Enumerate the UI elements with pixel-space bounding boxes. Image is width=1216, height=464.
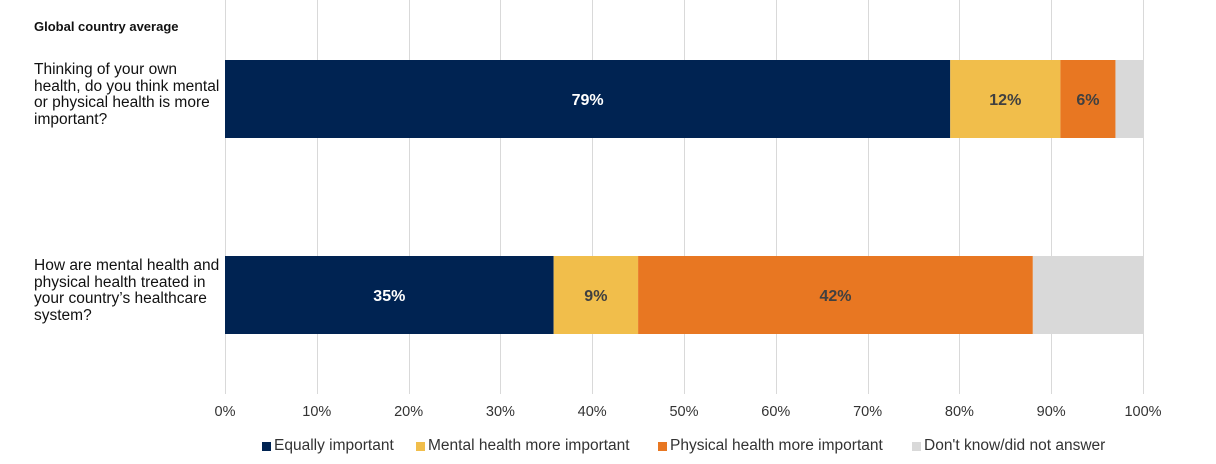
- question-label-1: Thinking of your own health, do you thin…: [34, 61, 220, 128]
- tick-label-90: 90%: [1037, 404, 1066, 420]
- tick-label-10: 10%: [302, 404, 331, 420]
- legend-item-mental-more-important: Mental health more important: [416, 437, 630, 455]
- tick-label-80: 80%: [945, 404, 974, 420]
- tick-label-100: 100%: [1124, 404, 1161, 420]
- legend-swatch-mental-more-important: [416, 441, 425, 451]
- data-label-2-3: 42%: [819, 288, 851, 305]
- bar-segment-1-3: [1060, 60, 1116, 138]
- bar-segment-2-1: [225, 256, 554, 334]
- tick-label-0: 0%: [215, 404, 236, 420]
- data-label-2-1: 35%: [373, 288, 405, 305]
- legend-swatch-physical-more-important: [658, 441, 667, 451]
- data-label-1-2: 12%: [989, 92, 1021, 109]
- bar-segment-2-3: [638, 256, 1033, 334]
- legend-swatch-dont-know: [912, 441, 921, 451]
- legend-item-dont-know: Don't know/did not answer: [912, 437, 1105, 455]
- tick-label-60: 60%: [761, 404, 790, 420]
- legend: Equally important Mental health more imp…: [0, 437, 1216, 459]
- bar-segment-1-2: [950, 60, 1061, 138]
- legend-label-dont-know: Don't know/did not answer: [924, 437, 1106, 454]
- data-label-1-1: 79%: [572, 92, 604, 109]
- legend-swatch-equally-important: [262, 441, 271, 451]
- tick-label-20: 20%: [394, 404, 423, 420]
- tick-label-70: 70%: [853, 404, 882, 420]
- question-label-2: How are mental health and physical healt…: [34, 257, 220, 324]
- data-label-2-2: 9%: [584, 288, 607, 305]
- legend-label-mental-more-important: Mental health more important: [428, 437, 630, 454]
- bar-segment-1-4: [1115, 60, 1143, 138]
- tick-label-30: 30%: [486, 404, 515, 420]
- data-label-1-3: 6%: [1076, 92, 1099, 109]
- legend-label-physical-more-important: Physical health more important: [670, 437, 883, 454]
- chart-title: Global country average: [34, 19, 179, 34]
- tick-label-50: 50%: [669, 404, 698, 420]
- bar-segment-2-2: [553, 256, 639, 334]
- tick-label-40: 40%: [578, 404, 607, 420]
- legend-label-equally-important: Equally important: [274, 437, 394, 454]
- legend-item-physical-more-important: Physical health more important: [658, 437, 883, 455]
- bar-segment-2-4: [1032, 256, 1143, 334]
- legend-item-equally-important: Equally important: [262, 437, 394, 455]
- bar-segment-1-1: [225, 60, 951, 138]
